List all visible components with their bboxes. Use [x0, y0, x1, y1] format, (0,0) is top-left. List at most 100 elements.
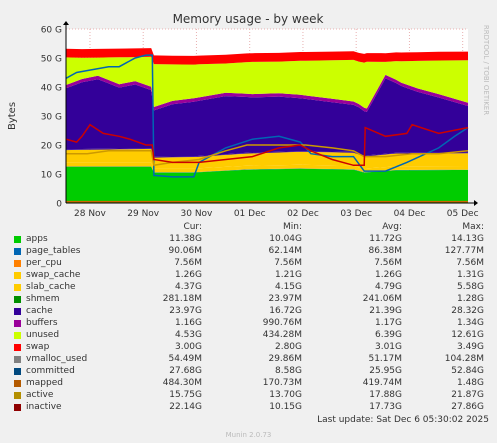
legend-swatch [14, 332, 21, 339]
legend-name: page_tables [26, 246, 81, 256]
y-tick-label: 0 [56, 200, 62, 210]
legend-row: committed 27.68G 8.58G 25.95G 52.84G [14, 365, 490, 377]
legend-max: 1.34G [456, 318, 484, 328]
legend-min: 13.70G [269, 390, 302, 400]
legend-avg: 6.39G [374, 330, 402, 340]
legend-name: inactive [26, 402, 62, 412]
legend-cur: 484.30M [162, 378, 202, 388]
legend-swatch [14, 248, 21, 255]
legend-header-avg: Avg: [382, 222, 402, 232]
legend-avg: 3.01G [374, 342, 402, 352]
legend-row: page_tables 90.06M 62.14M 86.38M 127.77M [14, 245, 490, 257]
legend-swatch [14, 368, 21, 375]
rrdtool-watermark: RRDTOOL / TOBI OETIKER [482, 25, 490, 115]
x-tick-label: 28 Nov [74, 209, 107, 219]
y-tick-label: 30 G [41, 113, 62, 123]
line-committed [65, 54, 469, 178]
legend-min: 10.04G [269, 234, 302, 244]
x-axis-arrow [474, 200, 478, 206]
legend-avg: 11.72G [369, 234, 402, 244]
legend-header-max: Max: [462, 222, 484, 232]
legend-avg: 7.56M [374, 258, 402, 268]
legend-name: committed [26, 366, 75, 376]
y-tick-label: 50 G [41, 55, 62, 65]
legend-cur: 1.16G [174, 318, 202, 328]
memory-chart: Memory usage - by week Bytes RRDTOOL / T… [0, 0, 497, 221]
legend-swatch [14, 404, 21, 411]
legend-name: shmem [26, 294, 60, 304]
area-cache [66, 78, 468, 157]
legend-avg: 419.74M [362, 378, 402, 388]
legend: Cur: Min: Avg: Max: apps 11.38G 10.04G 11.7… [14, 221, 490, 413]
legend-min: 23.97M [268, 294, 302, 304]
legend-min: 990.76M [262, 318, 302, 328]
x-tick-label: 04 Dec [394, 209, 426, 219]
legend-min: 29.86M [268, 354, 302, 364]
legend-avg: 17.73G [369, 402, 402, 412]
legend-row: active 15.75G 13.70G 17.88G 21.87G [14, 389, 490, 401]
last-update: Last update: Sat Dec 6 05:30:02 2025 [317, 415, 489, 425]
legend-cur: 1.26G [174, 270, 202, 280]
munin-version: Munin 2.0.73 [225, 431, 272, 439]
area-shmem [66, 148, 468, 158]
legend-avg: 21.39G [369, 306, 402, 316]
legend-max: 27.86G [451, 402, 484, 412]
legend-row: vmalloc_used 54.49M 29.86M 51.17M 104.28M [14, 353, 490, 365]
legend-swatch [14, 308, 21, 315]
legend-avg: 241.06M [362, 294, 402, 304]
legend-max: 1.28G [456, 294, 484, 304]
legend-cur: 4.53G [174, 330, 202, 340]
legend-rows: apps 11.38G 10.04G 11.72G 14.13G page_tables 9… [14, 233, 490, 413]
legend-min: 16.72G [269, 306, 302, 316]
legend-avg: 25.95G [369, 366, 402, 376]
legend-cur: 90.06M [168, 246, 202, 256]
legend-name: buffers [26, 318, 58, 328]
legend-max: 12.61G [451, 330, 484, 340]
legend-name: cache [26, 306, 53, 316]
legend-max: 1.48G [456, 378, 484, 388]
legend-swatch [14, 296, 21, 303]
legend-min: 8.58G [274, 366, 302, 376]
legend-avg: 51.17M [368, 354, 402, 364]
legend-max: 5.58G [456, 282, 484, 292]
legend-avg: 1.17G [374, 318, 402, 328]
legend-swatch [14, 260, 21, 267]
legend-cur: 11.38G [169, 234, 202, 244]
legend-swatch [14, 344, 21, 351]
legend-max: 3.49G [456, 342, 484, 352]
axes: 0 10 G 20 G 30 G 40 G 50 G 60 G 28 Nov 29 Nov 30 … [41, 21, 479, 219]
legend-max: 1.31G [456, 270, 484, 280]
y-tick-label: 40 G [41, 84, 62, 94]
legend-min: 4.15G [274, 282, 302, 292]
legend-swatch [14, 284, 21, 291]
legend-row: unused 4.53G 434.28M 6.39G 12.61G [14, 329, 490, 341]
legend-name: slab_cache [26, 282, 76, 292]
y-tick-label: 60 G [41, 26, 62, 36]
y-axis-label: Bytes [7, 102, 18, 130]
area-swap-cache [66, 162, 468, 173]
y-tick-label: 10 G [41, 171, 62, 181]
legend-row: apps 11.38G 10.04G 11.72G 14.13G [14, 233, 490, 245]
legend-cur: 7.56M [174, 258, 202, 268]
legend-min: 170.73M [262, 378, 302, 388]
x-tick-label: 03 Dec [340, 209, 372, 219]
area-unused [66, 56, 468, 109]
stacked-areas [66, 48, 468, 203]
legend-cur: 27.68G [169, 366, 202, 376]
legend-cur: 3.00G [174, 342, 202, 352]
legend-swatch [14, 392, 21, 399]
x-tick-label: 05 Dec [447, 209, 479, 219]
legend-avg: 1.26G [374, 270, 402, 280]
legend-min: 10.15G [269, 402, 302, 412]
legend-cur: 54.49M [168, 354, 202, 364]
y-axis-arrow [63, 21, 69, 25]
line-series [65, 54, 469, 203]
legend-cur: 15.75G [169, 390, 202, 400]
legend-row: slab_cache 4.37G 4.15G 4.79G 5.58G [14, 281, 490, 293]
legend-cur: 281.18M [162, 294, 202, 304]
legend-name: swap [26, 342, 50, 352]
legend-max: 21.87G [451, 390, 484, 400]
legend-cur: 4.37G [174, 282, 202, 292]
x-tick-label: 02 Dec [287, 209, 319, 219]
legend-swatch [14, 380, 21, 387]
